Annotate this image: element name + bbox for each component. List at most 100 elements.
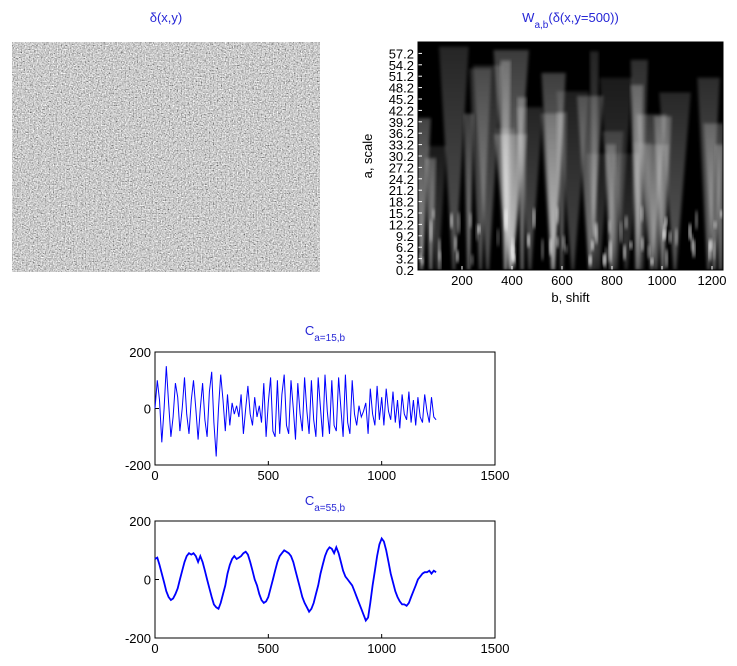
heatmap-blob <box>650 257 654 266</box>
heatmap-streak <box>630 59 649 270</box>
heatmap-streak <box>516 107 544 270</box>
heatmap-blob <box>431 208 435 220</box>
heatmap-blob <box>526 233 530 248</box>
heatmap-blob <box>457 211 461 235</box>
y-tick-label: 9.2 <box>396 229 414 244</box>
heatmap-blob <box>540 238 544 262</box>
heatmap-blob <box>674 227 678 247</box>
y-tick-label: 15.2 <box>389 206 414 221</box>
heatmap-blob <box>688 223 692 241</box>
heatmap-blob <box>692 239 696 258</box>
heatmap-blob <box>602 253 606 266</box>
y-tick-label: 33.2 <box>389 138 414 153</box>
y-tick-label: 51.2 <box>389 69 414 84</box>
heatmap-blob <box>713 220 717 230</box>
heatmap-blob <box>496 228 500 247</box>
heatmap-blob <box>429 219 433 243</box>
heatmap-streak <box>605 144 616 270</box>
title-text: δ(x,y) <box>150 10 183 25</box>
y-tick-label: 0 <box>144 402 151 417</box>
chart-title: Ca=55,b <box>305 493 346 514</box>
x-tick-label: 0 <box>151 641 158 656</box>
x-tick-label: 1000 <box>648 273 677 288</box>
heatmap-blob <box>588 254 592 266</box>
heatmap-streak <box>438 46 469 270</box>
title-subscript: a=55,b <box>314 503 345 514</box>
heatmap-blob <box>556 235 560 249</box>
heatmap-blob <box>608 239 612 264</box>
heatmap-blob <box>619 220 623 244</box>
heatmap-blob <box>708 239 712 262</box>
title-subscript: a=15,b <box>314 333 345 344</box>
heatmap-blob <box>664 216 668 227</box>
x-tick-label: 200 <box>451 273 473 288</box>
title-text: W <box>522 10 535 25</box>
heatmap-blob <box>694 210 698 230</box>
heatmap-blob <box>668 230 672 244</box>
x-tick-label: 500 <box>257 641 279 656</box>
y-tick-label: 6.2 <box>396 240 414 255</box>
data-line <box>154 366 437 457</box>
heatmap-blob <box>629 240 633 250</box>
chart-title: δ(x,y) <box>150 10 183 25</box>
heatmap-blob <box>475 223 479 242</box>
y-tick-label: 3.2 <box>396 252 414 267</box>
x-tick-label: 600 <box>551 273 573 288</box>
heatmap-blob <box>548 237 552 257</box>
heatmap-blob <box>418 253 422 262</box>
y-tick-label: 57.2 <box>389 46 414 61</box>
y-tick-label: 39.2 <box>389 115 414 130</box>
y-tick-label: 42.2 <box>389 103 414 118</box>
y-tick-label: 18.2 <box>389 195 414 210</box>
heatmap-blob <box>532 207 536 229</box>
heatmap-blob <box>595 222 599 245</box>
x-tick-label: 0 <box>151 468 158 483</box>
y-tick-label: 45.2 <box>389 92 414 107</box>
y-tick-label: -200 <box>125 458 151 473</box>
x-tick-label: 1500 <box>481 641 510 656</box>
heatmap-blob <box>454 235 458 252</box>
y-tick-label: 200 <box>129 514 151 529</box>
image-noise <box>12 42 320 272</box>
y-tick-label: -200 <box>125 631 151 646</box>
chart-title: Ca=15,b <box>305 323 346 344</box>
x-axis-label: b, shift <box>551 290 590 305</box>
y-tick-label: 36.2 <box>389 126 414 141</box>
plot-frame <box>154 520 496 639</box>
heatmap-blob <box>640 205 644 223</box>
heatmap-blob <box>555 206 559 225</box>
heatmap-blob <box>663 222 667 239</box>
heatmap-blob <box>665 248 669 269</box>
heatmap-blob <box>438 250 442 270</box>
heatmap-blob <box>719 209 723 219</box>
heatmap-blob <box>590 239 594 251</box>
heatmap-blob <box>623 244 627 261</box>
heatmap-streak <box>556 112 568 270</box>
heatmap-blob <box>604 246 608 265</box>
y-tick-label: 200 <box>129 345 151 360</box>
y-axis-label: a, scale <box>360 134 375 179</box>
y-tick-label: 0 <box>144 573 151 588</box>
heatmap-streak <box>500 60 511 270</box>
title-text: C <box>305 323 314 338</box>
y-tick-label: 24.2 <box>389 172 414 187</box>
heatmap-blob <box>564 244 568 255</box>
y-tick-label: 21.2 <box>389 183 414 198</box>
y-tick-label: 27.2 <box>389 160 414 175</box>
heatmap-blob <box>562 234 566 251</box>
x-tick-label: 1500 <box>481 468 510 483</box>
x-tick-label: 1000 <box>367 468 396 483</box>
heatmap-blob <box>624 215 628 230</box>
heatmap-blob <box>511 237 515 261</box>
heatmap-blob <box>455 249 459 263</box>
plot-frame <box>417 41 724 271</box>
heatmap-streak <box>463 113 474 270</box>
heatmap-streak <box>612 153 641 270</box>
heatmap-streak <box>659 92 691 270</box>
heatmap-streak <box>469 68 492 270</box>
heatmap-texture <box>418 46 723 270</box>
x-tick-label: 500 <box>257 468 279 483</box>
heatmap-blob <box>449 212 453 230</box>
title-subscript: a,b <box>534 20 548 31</box>
